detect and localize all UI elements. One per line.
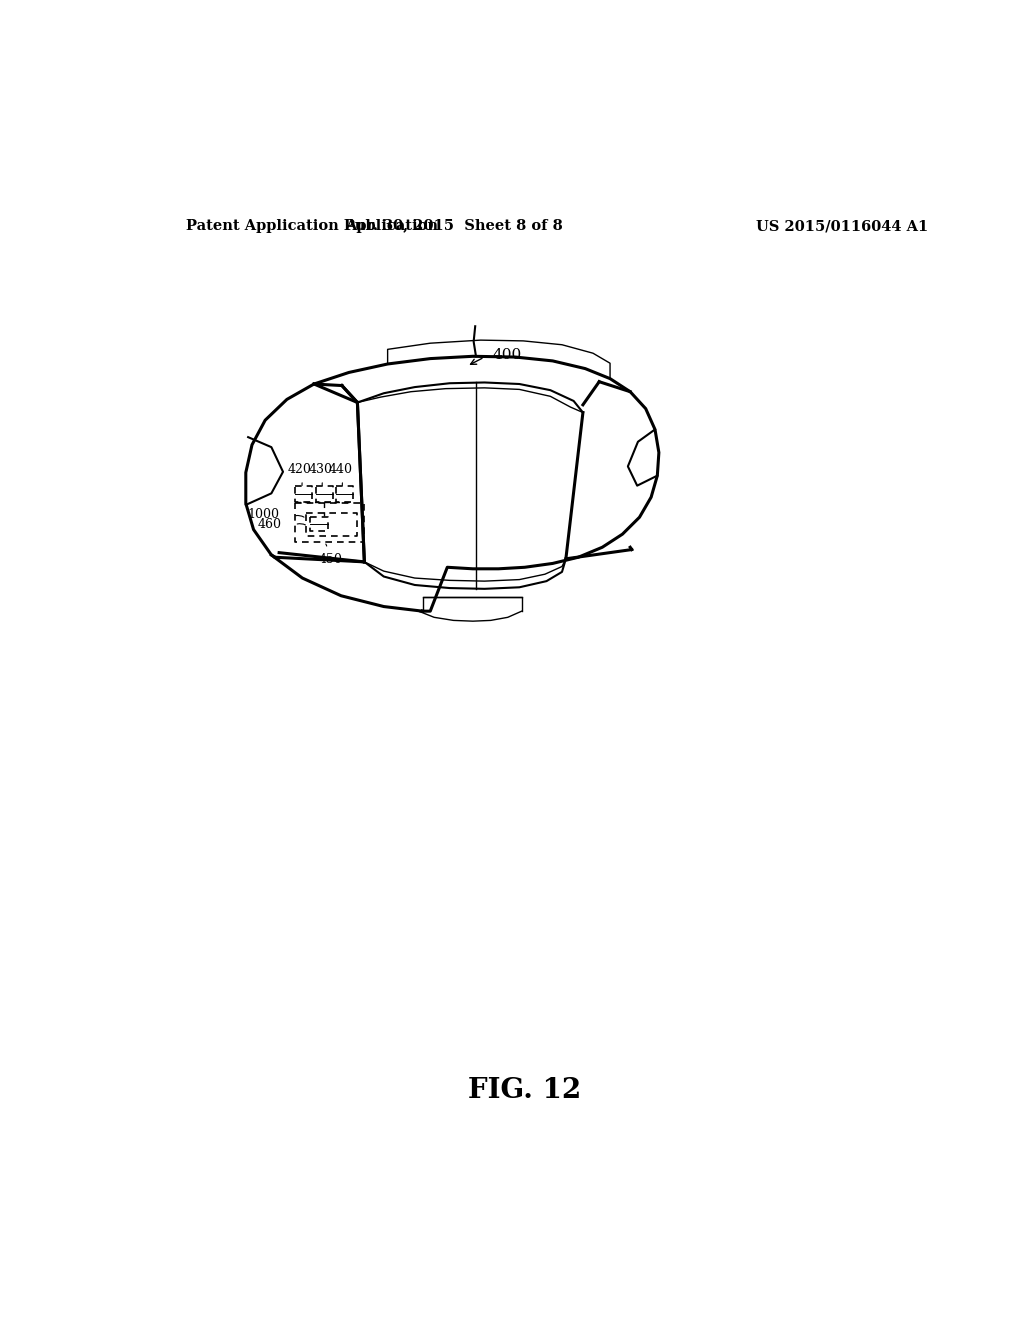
- Text: 430: 430: [308, 463, 332, 477]
- Text: 440: 440: [329, 463, 352, 477]
- Text: 450: 450: [318, 553, 342, 566]
- Text: Apr. 30, 2015  Sheet 8 of 8: Apr. 30, 2015 Sheet 8 of 8: [345, 219, 562, 234]
- Text: 460: 460: [257, 519, 282, 532]
- Text: 1000: 1000: [247, 508, 280, 520]
- Text: 420: 420: [288, 463, 312, 477]
- Text: US 2015/0116044 A1: US 2015/0116044 A1: [756, 219, 928, 234]
- Text: 400: 400: [493, 347, 521, 362]
- Text: Patent Application Publication: Patent Application Publication: [186, 219, 438, 234]
- Text: FIG. 12: FIG. 12: [468, 1077, 582, 1104]
